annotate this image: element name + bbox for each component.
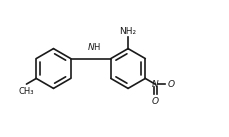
Text: O: O [152, 97, 159, 106]
Text: N: N [87, 43, 94, 52]
Text: CH₃: CH₃ [19, 87, 34, 96]
Text: NH₂: NH₂ [120, 27, 137, 36]
Text: N: N [152, 80, 159, 89]
Text: H: H [93, 43, 100, 52]
Text: O: O [167, 80, 174, 89]
